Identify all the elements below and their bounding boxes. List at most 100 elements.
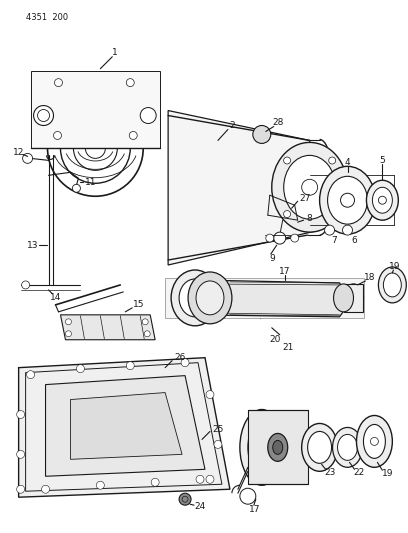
Polygon shape	[46, 376, 205, 477]
Text: 7: 7	[332, 236, 337, 245]
Text: 4: 4	[345, 158, 350, 167]
Ellipse shape	[308, 431, 332, 463]
Text: 24: 24	[194, 502, 206, 511]
Ellipse shape	[284, 157, 290, 164]
Ellipse shape	[171, 270, 219, 326]
Ellipse shape	[240, 409, 284, 485]
Ellipse shape	[333, 427, 362, 467]
Ellipse shape	[151, 478, 159, 486]
Ellipse shape	[341, 193, 355, 207]
Text: 26: 26	[174, 353, 186, 362]
Ellipse shape	[142, 319, 148, 325]
Text: 5: 5	[379, 156, 385, 165]
Text: 15: 15	[133, 301, 144, 309]
Ellipse shape	[328, 176, 368, 224]
Ellipse shape	[284, 156, 335, 219]
Ellipse shape	[319, 166, 375, 234]
Ellipse shape	[378, 267, 406, 303]
Text: 19: 19	[381, 469, 393, 478]
Ellipse shape	[144, 331, 150, 337]
Polygon shape	[19, 358, 230, 497]
Ellipse shape	[329, 211, 336, 217]
Text: 12: 12	[13, 148, 24, 157]
Ellipse shape	[272, 142, 348, 232]
Ellipse shape	[126, 79, 134, 87]
Text: 2: 2	[229, 121, 235, 130]
Text: 19: 19	[388, 262, 400, 271]
Polygon shape	[195, 280, 344, 317]
Ellipse shape	[33, 106, 53, 125]
Polygon shape	[31, 71, 160, 148]
Ellipse shape	[343, 225, 353, 235]
Polygon shape	[168, 110, 319, 265]
Ellipse shape	[337, 434, 357, 461]
Text: 1: 1	[113, 48, 118, 57]
Text: 18: 18	[364, 273, 375, 282]
Bar	[165, 278, 364, 318]
Text: 8: 8	[307, 214, 313, 223]
Ellipse shape	[366, 180, 398, 220]
Ellipse shape	[76, 365, 84, 373]
Ellipse shape	[53, 132, 62, 140]
Ellipse shape	[274, 232, 286, 244]
Ellipse shape	[38, 110, 49, 122]
Ellipse shape	[266, 234, 274, 242]
Ellipse shape	[17, 485, 24, 493]
Text: 17: 17	[249, 505, 261, 514]
Ellipse shape	[22, 154, 33, 163]
Ellipse shape	[17, 410, 24, 418]
Ellipse shape	[384, 273, 401, 297]
Ellipse shape	[179, 279, 211, 317]
Ellipse shape	[181, 359, 189, 367]
Ellipse shape	[268, 433, 288, 462]
Text: 14: 14	[50, 293, 61, 302]
Ellipse shape	[196, 281, 224, 315]
Ellipse shape	[334, 284, 353, 312]
Ellipse shape	[378, 196, 386, 204]
Ellipse shape	[373, 187, 392, 213]
Ellipse shape	[182, 496, 188, 502]
Polygon shape	[60, 315, 155, 340]
Ellipse shape	[357, 416, 392, 467]
Ellipse shape	[325, 225, 335, 235]
Ellipse shape	[206, 391, 214, 399]
Text: 28: 28	[272, 118, 284, 127]
Ellipse shape	[27, 370, 35, 378]
Text: 11: 11	[84, 178, 96, 187]
Text: 22: 22	[354, 468, 365, 477]
Ellipse shape	[364, 424, 386, 458]
Ellipse shape	[196, 475, 204, 483]
Text: 17: 17	[279, 268, 290, 277]
Ellipse shape	[240, 488, 256, 504]
Ellipse shape	[291, 234, 299, 242]
Ellipse shape	[179, 493, 191, 505]
Ellipse shape	[302, 423, 337, 471]
Ellipse shape	[65, 319, 71, 325]
Text: 23: 23	[324, 468, 335, 477]
Ellipse shape	[42, 485, 49, 493]
Ellipse shape	[248, 422, 276, 473]
Ellipse shape	[284, 211, 290, 217]
Ellipse shape	[126, 362, 134, 370]
Bar	[344, 284, 364, 312]
Text: 25: 25	[212, 425, 224, 434]
Ellipse shape	[344, 284, 364, 312]
Ellipse shape	[329, 157, 336, 164]
Polygon shape	[71, 393, 182, 459]
Ellipse shape	[188, 272, 232, 324]
Ellipse shape	[206, 475, 214, 483]
Text: 27: 27	[299, 193, 310, 203]
Text: 13: 13	[27, 240, 38, 249]
Ellipse shape	[214, 440, 222, 448]
Ellipse shape	[17, 450, 24, 458]
Ellipse shape	[140, 108, 156, 124]
Ellipse shape	[370, 438, 378, 446]
Ellipse shape	[55, 79, 62, 87]
Ellipse shape	[73, 184, 80, 192]
Ellipse shape	[65, 331, 71, 337]
Ellipse shape	[273, 440, 283, 454]
Text: 21: 21	[282, 343, 293, 352]
Text: 6: 6	[352, 236, 357, 245]
Bar	[248, 409, 308, 484]
Text: 4351  200: 4351 200	[26, 13, 68, 22]
